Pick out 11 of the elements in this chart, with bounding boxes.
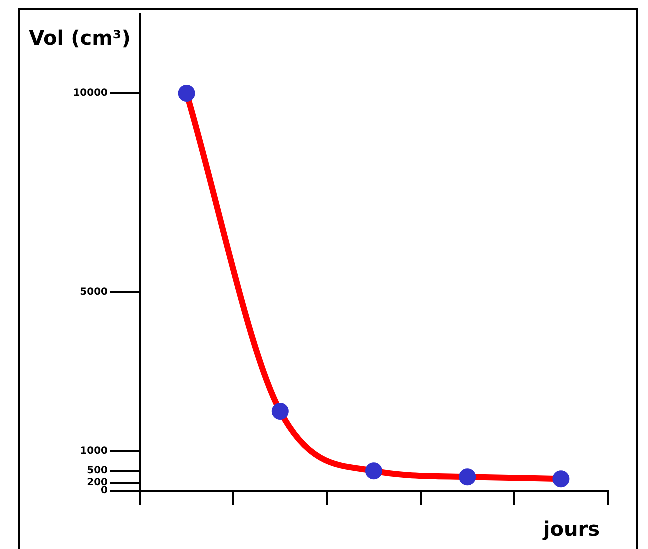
y-tick-label: 10000 bbox=[73, 88, 108, 100]
y-tick-label: 5000 bbox=[80, 286, 108, 298]
y-tick-label: 500 bbox=[87, 466, 108, 477]
point bbox=[366, 462, 382, 480]
x-axis-title: jours bbox=[542, 517, 600, 542]
point bbox=[178, 85, 196, 102]
y-axis-title: Vol (cm³) bbox=[29, 26, 131, 50]
point bbox=[272, 403, 289, 420]
point bbox=[459, 468, 476, 486]
point bbox=[552, 470, 570, 488]
y-tick-label: 1000 bbox=[80, 446, 108, 457]
